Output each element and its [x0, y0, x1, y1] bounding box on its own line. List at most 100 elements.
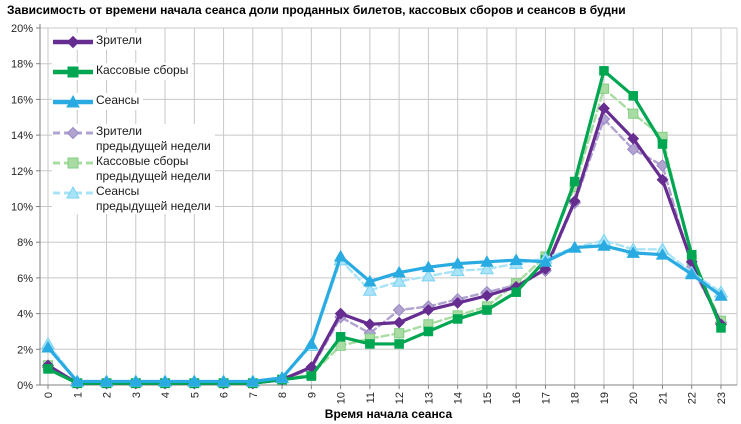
x-tick-label: 12 — [394, 392, 406, 404]
triangle-marker-icon — [421, 269, 436, 282]
diamond-marker-icon — [392, 303, 406, 317]
square-marker-icon — [365, 339, 375, 349]
diamond-marker-icon — [481, 289, 493, 302]
x-tick-label: 6 — [219, 392, 231, 398]
diamond-marker-icon — [451, 296, 464, 309]
y-tick-label: 8% — [17, 237, 33, 249]
triangle-marker-icon — [480, 255, 494, 267]
square-marker-icon — [43, 364, 53, 374]
series-sessions-prev-line — [46, 239, 723, 383]
y-tick-label: 6% — [17, 273, 33, 285]
triangle-marker-icon — [685, 267, 699, 280]
square-marker-icon — [335, 332, 346, 342]
triangle-marker-icon — [714, 289, 728, 301]
triangle-marker-icon — [391, 274, 407, 287]
triangle-marker-icon — [275, 371, 289, 383]
x-tick-label: 1 — [72, 392, 84, 398]
x-tick-label: 11 — [365, 392, 377, 403]
square-marker-icon — [686, 249, 697, 260]
triangle-marker-icon — [216, 374, 231, 387]
diamond-marker-icon — [656, 173, 669, 186]
triangle-marker-icon — [568, 240, 582, 253]
square-marker-icon — [394, 339, 404, 349]
triangle-marker-icon — [41, 340, 55, 353]
square-marker-icon — [482, 305, 492, 315]
x-tick-label: 0 — [43, 392, 55, 398]
triangle-marker-icon — [538, 255, 553, 267]
triangle-marker-icon — [597, 239, 611, 251]
square-marker-icon — [716, 323, 726, 333]
square-marker-icon — [452, 314, 463, 324]
diamond-marker-icon — [334, 307, 347, 320]
triangle-marker-icon — [363, 274, 377, 287]
x-tick-label: 13 — [423, 392, 435, 404]
y-tick-label: 2% — [17, 344, 33, 356]
diamond-marker-icon — [422, 304, 435, 316]
y-tick-label: 12% — [11, 166, 33, 178]
y-tick-label: 20% — [11, 23, 33, 35]
square-marker-icon — [306, 371, 317, 381]
triangle-marker-icon — [392, 265, 406, 278]
triangle-marker-icon — [626, 246, 640, 258]
y-tick-label: 4% — [17, 309, 33, 321]
triangle-marker-icon — [158, 374, 172, 387]
diamond-marker-icon — [363, 318, 376, 331]
triangle-marker-icon — [421, 260, 436, 273]
x-tick-label: 5 — [189, 392, 201, 398]
triangle-marker-icon — [129, 374, 143, 387]
x-tick-label: 23 — [716, 392, 728, 404]
x-tick-label: 10 — [336, 392, 348, 404]
x-tick-label: 3 — [131, 392, 143, 398]
triangle-marker-icon — [509, 253, 523, 266]
square-marker-icon — [657, 139, 668, 149]
series-sessions-line — [46, 244, 723, 384]
y-tick-label: 10% — [11, 202, 33, 214]
x-tick-label: 22 — [687, 392, 699, 404]
diamond-marker-icon — [568, 195, 581, 208]
x-tick-label: 21 — [657, 392, 669, 404]
triangle-marker-icon — [99, 374, 114, 387]
x-tick-label: 16 — [511, 392, 523, 404]
triangle-marker-icon — [246, 374, 260, 387]
y-tick-label: 16% — [11, 94, 33, 106]
x-tick-label: 19 — [599, 392, 611, 404]
square-marker-icon — [628, 91, 638, 101]
triangle-marker-icon — [70, 374, 84, 387]
triangle-marker-icon — [450, 263, 465, 277]
square-marker-icon — [599, 66, 609, 76]
triangle-marker-icon — [187, 374, 201, 387]
triangle-marker-icon — [655, 248, 670, 260]
x-tick-label: 4 — [160, 392, 172, 398]
triangle-marker-icon — [479, 261, 495, 275]
x-tick-label: 18 — [570, 392, 582, 404]
x-tick-label: 15 — [482, 392, 494, 404]
square-marker-icon — [511, 287, 521, 297]
square-marker-icon — [394, 328, 405, 339]
y-tick-label: 14% — [11, 130, 33, 142]
x-axis-title: Время начала сеанса — [325, 407, 453, 421]
y-tick-label: 18% — [11, 59, 33, 71]
square-marker-icon — [423, 326, 434, 337]
x-tick-label: 2 — [102, 392, 114, 398]
diamond-marker-icon — [627, 132, 640, 145]
x-tick-label: 17 — [540, 392, 552, 404]
square-marker-icon — [569, 176, 580, 187]
x-tick-label: 20 — [628, 392, 640, 404]
triangle-marker-icon — [362, 283, 378, 296]
chart-title: Зависимость от времени начала сеанса дол… — [7, 3, 626, 17]
triangle-marker-icon — [304, 337, 319, 349]
series-boxoffice-prev-line — [46, 87, 723, 385]
y-tick-label: 0% — [17, 380, 33, 392]
diamond-marker-icon — [598, 102, 610, 115]
diamond-marker-icon — [626, 143, 640, 156]
x-tick-label: 14 — [453, 392, 465, 404]
diamond-marker-icon — [393, 316, 406, 329]
x-tick-label: 8 — [277, 392, 289, 398]
triangle-marker-icon — [333, 249, 348, 262]
x-tick-label: 9 — [306, 392, 318, 398]
triangle-marker-icon — [450, 257, 465, 269]
square-marker-icon — [628, 108, 639, 119]
x-tick-label: 7 — [248, 392, 260, 398]
